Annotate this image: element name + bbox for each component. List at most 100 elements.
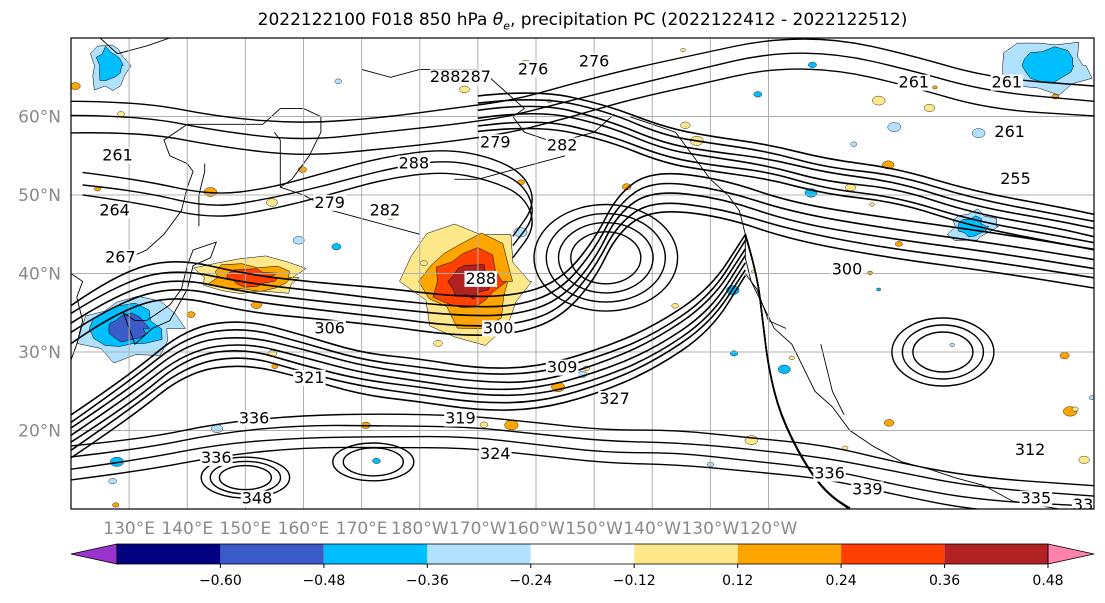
precip-speck [971,128,986,138]
precip-speck [808,61,817,68]
theta-e-contour [71,52,1094,140]
contour-label-bg [240,490,274,507]
colorbar-tick-label: −0.48 [302,573,345,589]
theta-e-closed-contour [912,331,974,373]
precip-speck [895,241,903,247]
contour-label: 312 [1015,440,1046,459]
coastline [71,273,84,362]
lon-tick-label: 160°W [507,519,565,539]
coastline [744,273,787,329]
theta-e-contour [477,105,1094,230]
theta-e-contour [71,234,746,416]
precip-speck [883,419,895,427]
precip-speck [186,311,196,318]
contour-label-bg [237,410,271,427]
contour-label: 288 [399,154,430,173]
precip-speck [872,95,886,106]
contour-label: 288287 [430,67,491,86]
contour-label: 279 [314,193,345,212]
contour-label: 288 [466,269,497,288]
axis-ticks: 60°N 50°N 40°N 30°N 20°N 130°E 140°E 150°E 160°E… [18,108,797,540]
precip-speck [923,104,935,112]
theta-e-contour [71,239,746,424]
title-prefix: 2022122100 F018 850 hPa [257,10,493,30]
precip-speck [932,85,938,90]
contour-label-bg [444,410,477,427]
colorbar-segment [737,544,842,564]
colorbar-segment [530,544,635,564]
lat-tick-label: 30°N [18,343,61,363]
theta-e-contour [71,435,1094,507]
colorbar-segment [117,544,221,564]
theta-e-contour [477,121,1094,244]
colorbar-tick-label: 0.36 [929,573,960,589]
contour-label: 348 [242,489,273,508]
precip-speck [459,85,470,94]
precip-speck [372,457,381,464]
contour-label: 319 [445,409,476,428]
lat-tick-label: 40°N [18,265,61,285]
colorbar-tick-label: −0.24 [509,573,552,589]
contour-label-bg [313,194,346,211]
contour-label: 282 [370,201,401,220]
contour-label: 261 [899,73,930,92]
lon-tick-label: 170°E [336,519,388,539]
contour-label-bg [516,61,550,78]
colorbar-extend-min [70,543,118,565]
theta-e-contour [82,172,533,259]
contour-label: 276 [518,59,549,78]
precip-speck [887,122,902,132]
colorbar-tick-label: −0.60 [199,573,242,589]
precip-speck [789,355,795,360]
precip-speck [850,141,858,147]
colorbar-tick-label: 0.24 [826,573,857,589]
theta-e-contour [71,262,746,443]
precip-speck [671,303,679,309]
theta-e-contour [71,211,1094,345]
precip-speck [433,339,443,347]
theta-e-closed-contour [332,442,415,482]
colorbar-tick-label: −0.36 [406,573,449,589]
contour-label: 336 [201,448,232,467]
contour-label: 327 [599,389,630,408]
contour-label-bg [1013,442,1047,459]
precip-speck [117,111,125,117]
contour-label-bg [200,449,233,466]
contour-label-bg [830,261,864,278]
theta-e-contour [82,161,533,247]
contour-label-bg [851,481,884,498]
theta-e-contour [71,275,746,459]
contour-label-bg [545,137,579,154]
coastline [280,186,420,235]
theta-e-contour [477,92,1094,216]
precip-speck [680,48,686,52]
contour-label: 339 [852,479,883,498]
contour-label-bg [897,74,931,91]
contour-label-bg [598,391,631,407]
theta-e-contour [477,127,1094,251]
contour-label: 255 [1000,169,1031,188]
precip-blob [95,45,124,81]
lon-tick-label: 130°E [103,519,155,539]
lat-tick-label: 50°N [18,186,61,206]
lon-tick-label: 120°W [740,519,798,539]
theta-subscript: e [503,19,510,33]
contour-label-bg [313,320,346,337]
theta-e-contour [71,254,746,436]
theta-e-contours [71,38,1094,509]
lon-tick-label: 180°W [391,519,449,539]
precip-speck [680,121,691,129]
theta-e-contour [71,192,1094,324]
colorbar-segment [841,544,945,564]
contour-label-bg [577,53,611,70]
precip-speck [419,260,428,266]
theta-e-closed-contour [557,221,654,294]
contour-label-bg [1071,497,1094,509]
title-suffix: , precipitation PC (2022122412 - 2022122… [509,10,908,30]
contour-label: 309 [547,358,578,377]
theta-e-closed-contour [218,464,273,491]
lat-tick-label: 20°N [18,422,61,442]
theta-e-closed-contour [533,203,679,312]
contour-label: 261 [992,73,1023,92]
